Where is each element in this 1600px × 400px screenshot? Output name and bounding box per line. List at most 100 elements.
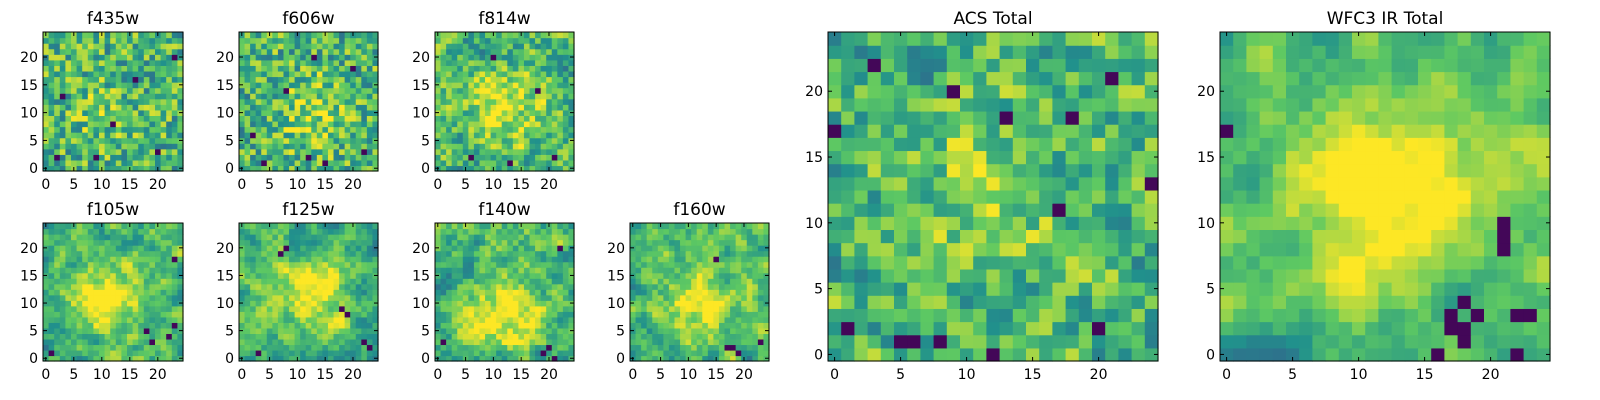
heatmap-cell — [741, 349, 748, 357]
heatmap-cell — [462, 311, 469, 318]
heatmap-cell — [305, 148, 312, 155]
heatmap-cell — [305, 120, 312, 128]
heatmap-cell — [239, 132, 246, 139]
heatmap-cell — [350, 234, 357, 241]
heatmap-cell — [160, 322, 167, 329]
heatmap-cell — [48, 311, 55, 318]
heatmap-cell — [1092, 308, 1106, 323]
heatmap-cell — [1012, 295, 1027, 309]
heatmap-cell — [685, 250, 692, 257]
heatmap-cell — [289, 300, 296, 307]
heatmap-cell — [1039, 268, 1053, 283]
heatmap-cell — [462, 338, 469, 346]
x-tick-label: 20 — [344, 367, 362, 383]
heatmap-cell — [372, 115, 379, 122]
heatmap-cell — [143, 165, 150, 172]
heatmap-cell — [372, 120, 379, 128]
heatmap-cell — [266, 120, 273, 128]
heatmap-cell — [372, 344, 379, 351]
heatmap-cell — [557, 256, 564, 263]
heatmap-cell — [344, 59, 351, 66]
heatmap-cell — [630, 228, 637, 235]
heatmap-cell — [757, 327, 765, 334]
heatmap-cell — [646, 223, 653, 230]
heatmap-cell — [507, 250, 514, 257]
heatmap-cell — [305, 294, 312, 301]
heatmap-cell — [540, 311, 547, 318]
heatmap-cell — [160, 76, 167, 83]
heatmap-cell — [110, 250, 117, 257]
heatmap-cell — [104, 300, 111, 307]
heatmap-cell — [724, 305, 731, 312]
heatmap-cell — [65, 159, 72, 167]
heatmap-cell — [440, 148, 447, 155]
heatmap-cell — [457, 256, 464, 263]
heatmap-cell — [485, 70, 492, 78]
heatmap-cell — [87, 54, 94, 61]
heatmap-cell — [339, 349, 346, 357]
heatmap-cell — [867, 308, 882, 323]
heatmap-cell — [104, 278, 111, 285]
heatmap-cell — [110, 126, 117, 133]
heatmap-cell — [76, 154, 83, 161]
heatmap-cells — [43, 223, 184, 362]
heatmap-cell — [333, 311, 340, 318]
heatmap-cell — [350, 70, 357, 78]
heatmap-cell — [65, 234, 72, 241]
heatmap-cell — [479, 228, 486, 235]
heatmap-cell — [48, 70, 55, 78]
heatmap-cell — [87, 32, 94, 39]
heatmap-cell — [277, 137, 285, 144]
heatmap-cell — [54, 93, 61, 100]
heatmap-cell — [485, 289, 492, 296]
axes-frame — [629, 222, 770, 362]
heatmap-cell — [724, 344, 731, 351]
heatmap-cell — [132, 245, 139, 252]
heatmap-cell — [355, 137, 362, 144]
x-tick-label: 20 — [344, 177, 362, 193]
heatmap-cell — [490, 109, 497, 116]
heatmap-cell — [121, 261, 128, 268]
heatmap-cell — [880, 242, 895, 257]
heatmap-cell — [155, 109, 162, 116]
heatmap-cell — [485, 228, 492, 235]
y-tick-label: 0 — [29, 351, 38, 367]
heatmap-cell — [311, 256, 318, 263]
heatmap-cell — [138, 109, 145, 116]
heatmap-cell — [562, 294, 570, 301]
heatmap-cell — [82, 126, 89, 133]
heatmap-cell — [446, 132, 453, 139]
heatmap-cell — [65, 137, 72, 144]
heatmap-cell — [333, 283, 340, 290]
heatmap-cell — [48, 93, 55, 100]
heatmap-cell — [713, 294, 720, 301]
heatmap-cell — [87, 126, 94, 133]
heatmap-cell — [523, 289, 531, 296]
heatmap-cell — [512, 245, 519, 252]
heatmap-cell — [333, 300, 340, 307]
heatmap-cell — [59, 154, 66, 161]
heatmap-cell — [446, 159, 453, 167]
heatmap-cell — [724, 300, 731, 307]
heatmap-cell — [462, 98, 469, 105]
heatmap-cell — [322, 316, 329, 323]
heatmap-cell — [132, 93, 139, 100]
heatmap-cell — [115, 256, 122, 263]
heatmap-cell — [507, 311, 514, 318]
heatmap-cell — [327, 289, 335, 296]
heatmap-cell — [289, 148, 296, 155]
heatmap-cell — [457, 154, 464, 161]
heatmap-cell — [457, 143, 464, 150]
heatmap-cell — [540, 65, 547, 72]
heatmap-cell — [746, 261, 753, 268]
heatmap-cell — [54, 322, 61, 329]
heatmap-cell — [261, 59, 268, 66]
heatmap-cell — [327, 48, 335, 55]
heatmap-cell — [149, 355, 156, 362]
heatmap-cell — [551, 87, 558, 94]
heatmap-cell — [535, 289, 542, 296]
heatmap-cell — [266, 154, 273, 161]
heatmap-cell — [300, 256, 307, 263]
heatmap-cell — [446, 148, 453, 155]
x-tick-label: 15 — [316, 177, 334, 193]
